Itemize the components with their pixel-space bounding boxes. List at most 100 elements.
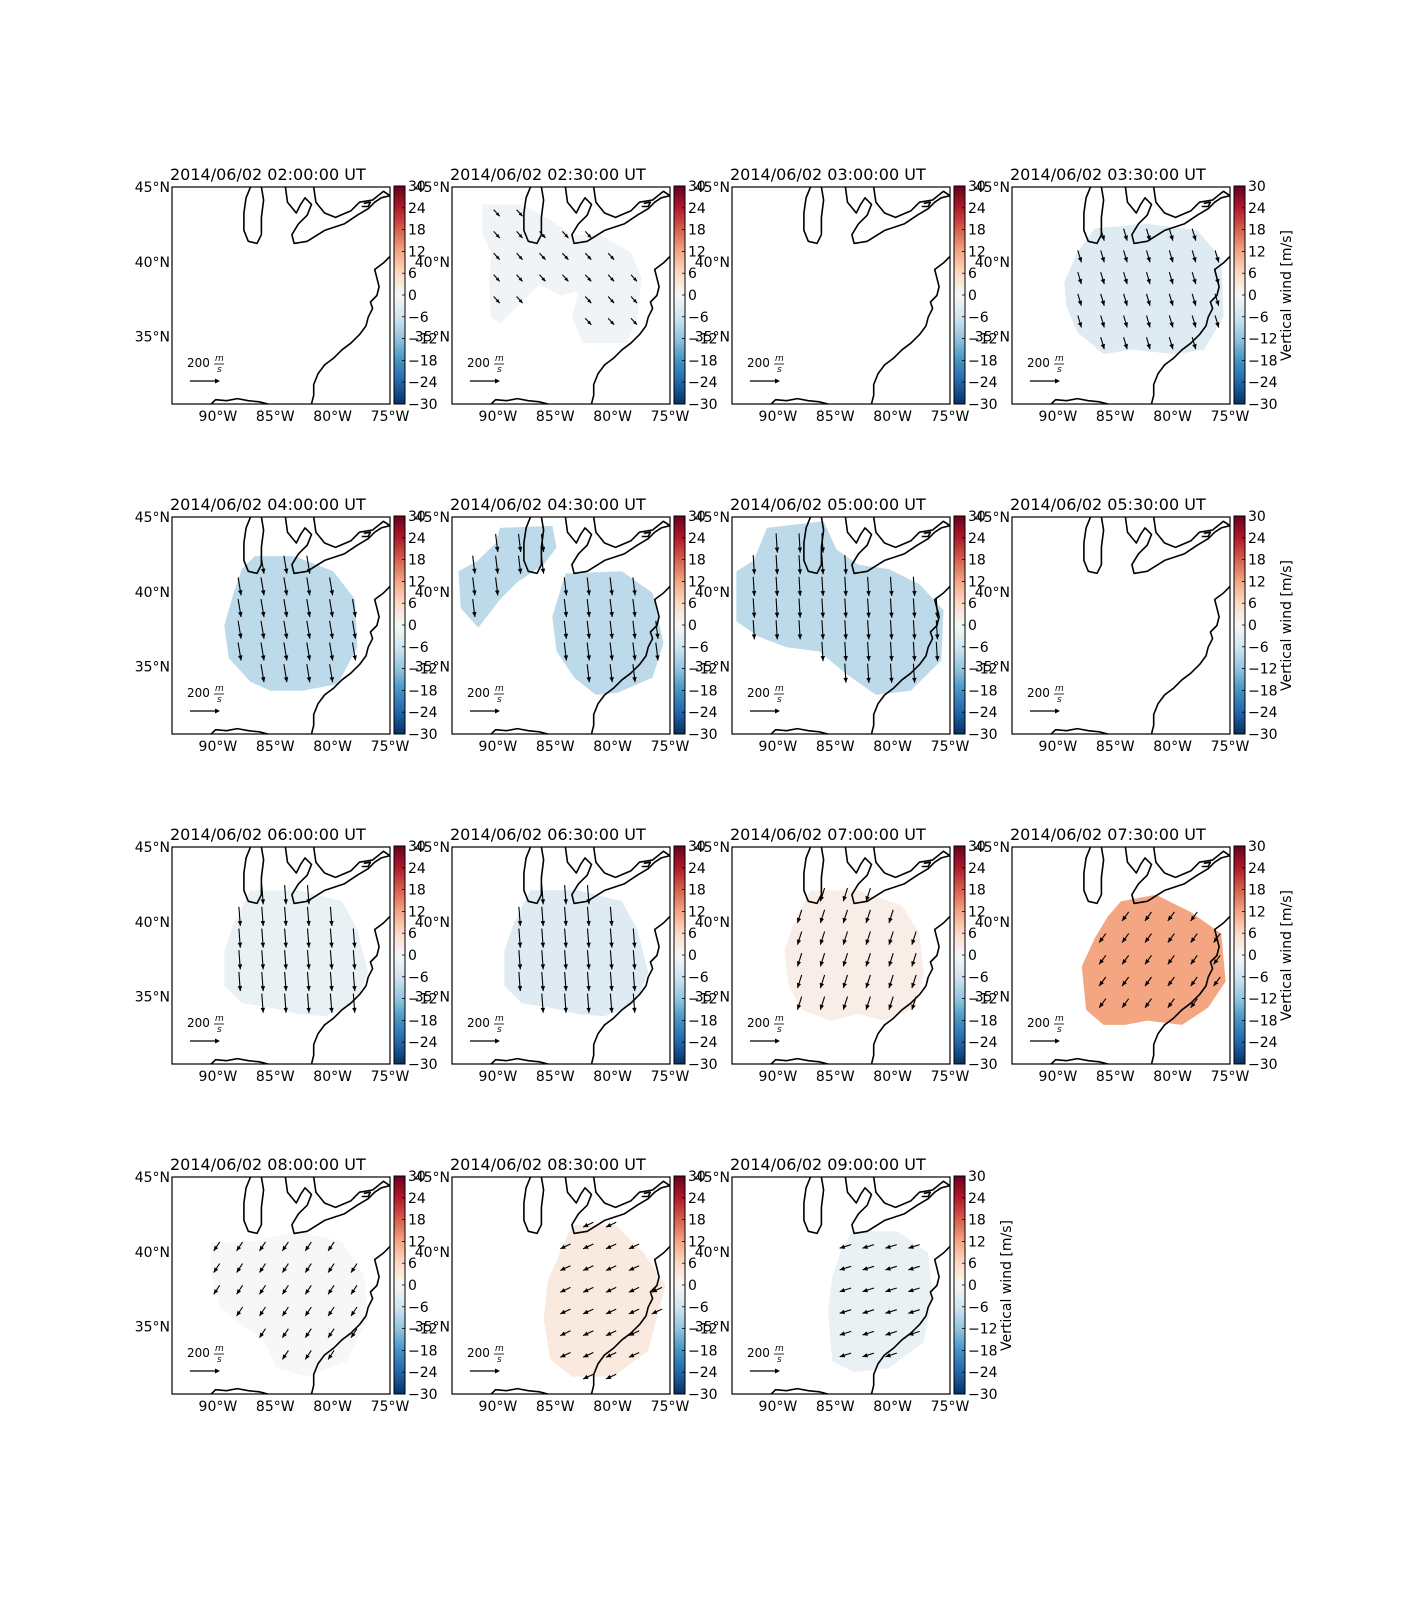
longitude-tick-label: 75°W: [651, 1399, 690, 1415]
wind-arrow: [628, 1352, 640, 1358]
map-frame: [731, 516, 951, 735]
wind-arrow: [237, 620, 243, 639]
colorbar-tick-label: 30: [1248, 179, 1266, 195]
wind-arrow: [1191, 337, 1197, 350]
longitude-tick-label: 75°W: [651, 409, 690, 425]
reference-arrow: 200 ms: [1027, 354, 1064, 384]
wind-arrow: [839, 1309, 852, 1314]
wind-arrow: [865, 909, 871, 924]
coastline: [564, 847, 670, 905]
wind-arrow: [865, 953, 871, 967]
colorbar-tick-label: 24: [408, 201, 426, 217]
colorbar-tick-label: 30: [688, 1169, 706, 1185]
coastline: [921, 201, 932, 208]
reference-unit-numerator: m: [775, 1014, 784, 1024]
wind-arrow: [751, 598, 757, 618]
coastline: [1124, 847, 1230, 905]
colorbar-tick-label: 0: [688, 618, 697, 634]
wind-arrow: [283, 971, 288, 992]
coastline: [1083, 517, 1105, 575]
wind-region: [458, 525, 557, 628]
wind-arrow: [237, 642, 243, 661]
coastline: [1050, 1057, 1109, 1064]
wind-arrow: [796, 974, 803, 989]
reference-arrow: 200 ms: [187, 684, 224, 714]
coastline: [361, 531, 372, 538]
wind-arrow: [888, 931, 894, 945]
wind-arrow: [605, 1308, 617, 1315]
wind-arrow: [1145, 250, 1151, 263]
wind-arrow: [540, 906, 546, 927]
wind-arrow: [774, 533, 780, 553]
wind-arrow: [632, 971, 637, 992]
wind-arrow: [911, 931, 917, 945]
wind-arrow: [306, 577, 312, 596]
wind-arrow: [1100, 315, 1105, 328]
reference-unit-numerator: m: [775, 1344, 784, 1354]
colorbar-tick-label: −30: [1248, 1057, 1278, 1073]
coastline: [770, 727, 829, 734]
wind-arrow: [350, 1263, 358, 1273]
colorbar-tick-label: −18: [408, 1013, 438, 1029]
colorbar-label: Vertical wind [m/s]: [1279, 560, 1295, 691]
latitude-tick-label: 45°N: [415, 1170, 450, 1186]
wind-arrow: [632, 993, 637, 1013]
wind-arrow: [774, 576, 780, 597]
latitude-tick-label: 45°N: [975, 840, 1010, 856]
wind-arrow: [563, 620, 569, 639]
wind-arrow: [350, 1328, 358, 1339]
wind-arrow: [516, 252, 524, 261]
panel-title: 2014/06/02 06:30:00 UT: [450, 825, 646, 844]
reference-unit-denominator: s: [217, 1355, 222, 1365]
reference-arrow-label: 200: [187, 686, 210, 700]
wind-arrow: [889, 663, 894, 683]
wind-arrow: [862, 1309, 875, 1314]
wind-arrow: [586, 599, 591, 618]
colorbar-tick-label: 30: [688, 179, 706, 195]
reference-unit-denominator: s: [217, 695, 222, 705]
panel-title: 2014/06/02 07:00:00 UT: [730, 825, 926, 844]
reference-unit-numerator: m: [215, 1344, 224, 1354]
reference-unit-numerator: m: [1055, 354, 1064, 364]
colorbar-tick-label: 12: [1248, 574, 1266, 590]
wind-arrow: [327, 1241, 335, 1252]
coastline: [361, 1191, 372, 1198]
wind-region: [482, 204, 642, 344]
colorbar-tick-label: −6: [1248, 640, 1269, 656]
wind-arrow: [889, 641, 894, 662]
longitude-tick-label: 85°W: [536, 1399, 575, 1415]
reference-arrow-label: 200: [747, 686, 770, 700]
reference-arrow-label: 200: [1027, 686, 1050, 700]
wind-arrow: [327, 1263, 335, 1273]
reference-arrow: 200 ms: [467, 1344, 504, 1374]
wind-arrow: [862, 1330, 875, 1336]
wind-arrow: [560, 1286, 571, 1293]
panel-title: 2014/06/02 04:00:00 UT: [170, 495, 366, 514]
wind-arrow: [1167, 976, 1175, 987]
latitude-tick-label: 45°N: [975, 510, 1010, 526]
reference-arrow-label: 200: [747, 1346, 770, 1360]
wind-arrow: [1145, 315, 1151, 328]
longitude-tick-label: 75°W: [1211, 409, 1250, 425]
colorbar-tick-label: −12: [1248, 332, 1278, 348]
colorbar-tick-label: −18: [408, 1343, 438, 1359]
wind-arrow: [862, 1287, 875, 1293]
wind-arrow: [306, 620, 312, 639]
colorbar-tick-label: 0: [688, 288, 697, 304]
wind-arrow: [259, 1284, 266, 1295]
wind-arrow: [1214, 293, 1220, 306]
wind-arrow: [605, 1330, 617, 1337]
colorbar-tick-label: 0: [1248, 618, 1257, 634]
panel-title: 2014/06/02 03:00:00 UT: [730, 165, 926, 184]
wind-arrow: [866, 663, 871, 683]
colorbar-tick-label: 18: [968, 883, 986, 899]
wind-arrow: [1100, 228, 1105, 241]
wind-arrow: [260, 599, 266, 618]
wind-arrow: [751, 555, 757, 575]
colorbar-label: Vertical wind [m/s]: [1279, 230, 1295, 361]
colorbar-tick-label: 6: [408, 926, 417, 942]
coastline: [1150, 585, 1230, 734]
wind-arrow: [866, 576, 871, 597]
wind-arrow: [494, 533, 500, 553]
